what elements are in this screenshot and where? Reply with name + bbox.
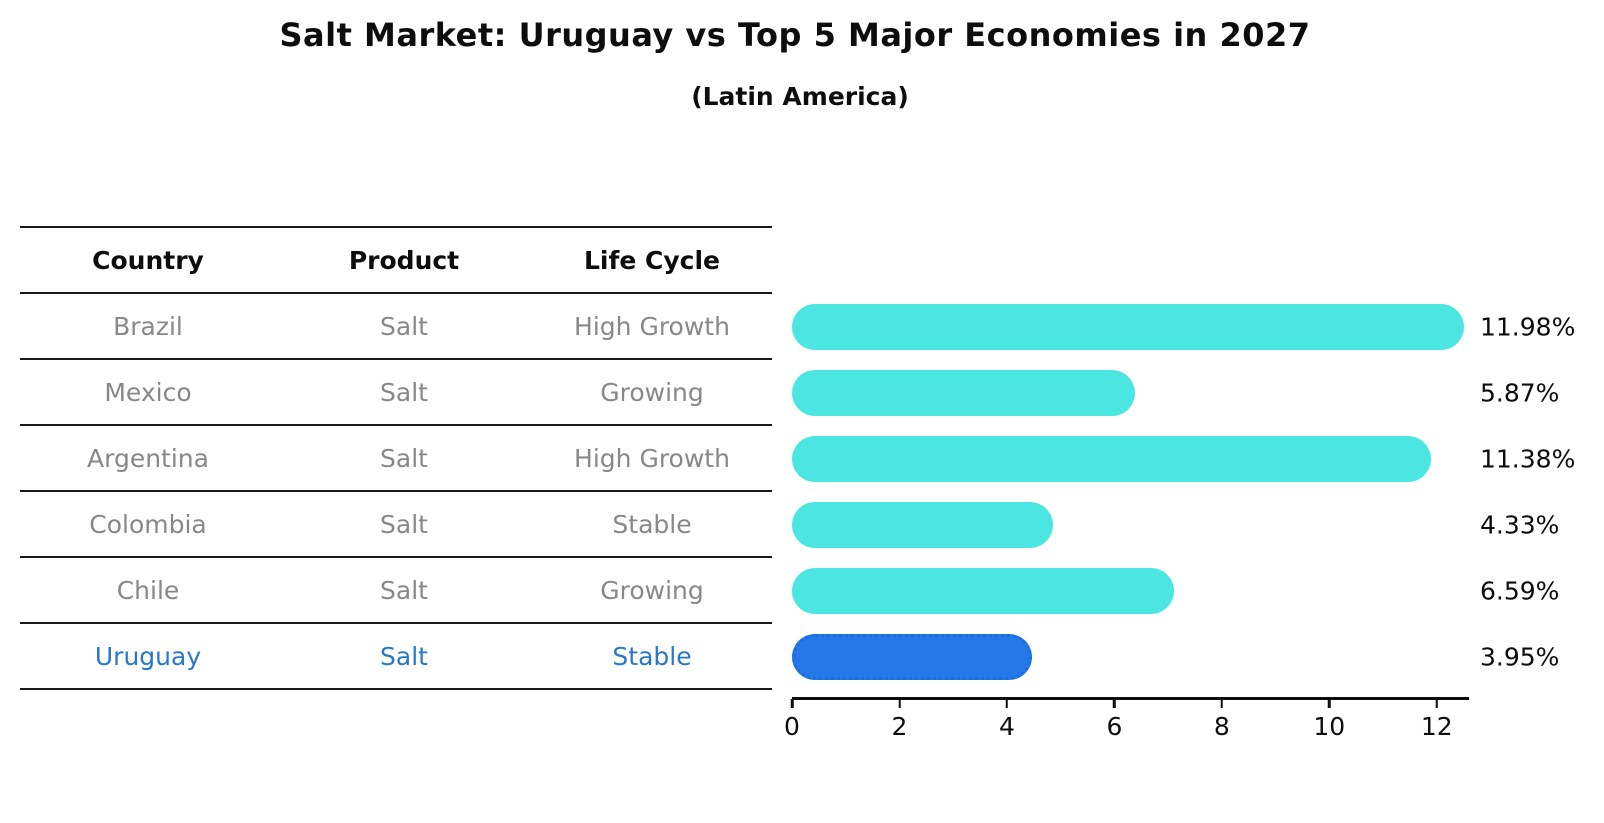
country-cell: Uruguay	[94, 641, 202, 671]
table-row-uruguay: Uruguay Salt Stable	[20, 624, 772, 690]
bar-row-uruguay	[792, 624, 1469, 690]
bar-uruguay	[792, 634, 1033, 680]
product-cell: Salt	[380, 575, 428, 605]
x-axis-tick-label: 10	[1313, 712, 1346, 741]
country-table: Country Product Life Cycle Brazil Salt H…	[20, 226, 772, 690]
column-header-life-cycle: Life Cycle	[583, 245, 721, 275]
table-row-argentina: Argentina Salt High Growth	[20, 426, 772, 492]
table-row-colombia: Colombia Salt Stable	[20, 492, 772, 558]
x-axis-tick-label: 12	[1420, 712, 1453, 741]
x-axis-tick-label: 6	[1106, 712, 1123, 741]
chart-title: Salt Market: Uruguay vs Top 5 Major Econ…	[279, 16, 1311, 54]
x-axis-tick	[898, 699, 901, 708]
bar-argentina	[792, 436, 1432, 482]
column-header-country: Country	[92, 245, 204, 275]
product-cell: Salt	[380, 377, 428, 407]
country-cell: Chile	[116, 575, 180, 605]
life-cycle-cell: High Growth	[574, 311, 730, 341]
x-axis-line	[792, 697, 1469, 700]
x-axis-tick	[790, 699, 794, 708]
bar-brazil	[792, 304, 1464, 350]
country-cell: Brazil	[113, 311, 183, 341]
product-cell: Salt	[380, 443, 428, 473]
x-axis-tick	[1328, 699, 1331, 708]
bar-chart	[792, 294, 1469, 690]
x-axis-tick	[1005, 699, 1009, 708]
life-cycle-cell: Stable	[612, 641, 692, 671]
bar-row-chile	[792, 558, 1469, 624]
x-axis-tick	[1113, 699, 1116, 708]
value-label-colombia: 4.33%	[1480, 510, 1560, 540]
table-row-brazil: Brazil Salt High Growth	[20, 294, 772, 360]
country-cell: Mexico	[104, 377, 192, 407]
table-row-mexico: Mexico Salt Growing	[20, 360, 772, 426]
x-axis-tick	[1220, 699, 1224, 708]
x-axis-tick-label: 2	[891, 712, 908, 741]
table-header-row: Country Product Life Cycle	[20, 226, 772, 294]
column-header-product: Product	[348, 245, 460, 275]
bar-colombia	[792, 502, 1053, 548]
x-axis-tick-label: 4	[998, 712, 1015, 741]
product-cell: Salt	[380, 311, 428, 341]
life-cycle-cell: Stable	[612, 509, 692, 539]
bar-row-colombia	[792, 492, 1469, 558]
bar-row-brazil	[792, 294, 1469, 360]
life-cycle-cell: Growing	[600, 377, 704, 407]
bar-mexico	[792, 370, 1136, 416]
product-cell: Salt	[380, 641, 428, 671]
life-cycle-cell: Growing	[600, 575, 704, 605]
x-axis-tick-label: 8	[1213, 712, 1230, 741]
chart-subtitle: (Latin America)	[691, 82, 909, 111]
country-cell: Argentina	[87, 443, 209, 473]
bar-chile	[792, 568, 1175, 614]
country-cell: Colombia	[89, 509, 207, 539]
bar-row-mexico	[792, 360, 1469, 426]
x-axis-tick-label: 0	[784, 712, 800, 741]
product-cell: Salt	[380, 509, 428, 539]
bar-row-argentina	[792, 426, 1469, 492]
value-label-uruguay: 3.95%	[1480, 642, 1560, 672]
value-label-chile: 6.59%	[1480, 576, 1560, 606]
x-axis-tick	[1435, 699, 1439, 708]
value-label-brazil: 11.98%	[1480, 312, 1576, 342]
value-label-argentina: 11.38%	[1480, 444, 1576, 474]
value-label-mexico: 5.87%	[1480, 378, 1560, 408]
table-row-chile: Chile Salt Growing	[20, 558, 772, 624]
life-cycle-cell: High Growth	[574, 443, 730, 473]
